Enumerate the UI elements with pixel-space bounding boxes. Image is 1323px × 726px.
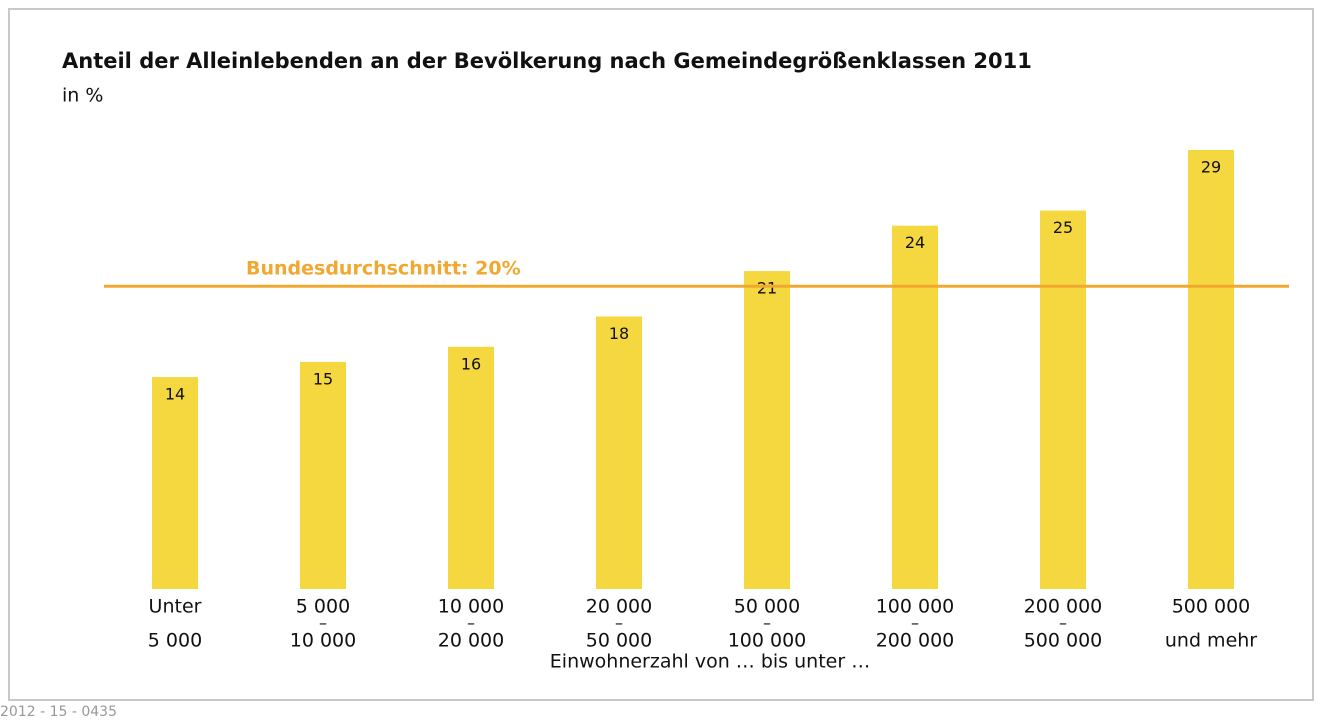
x-tick-label: 100 000 <box>728 630 807 652</box>
frame <box>8 8 1314 701</box>
value-label: 16 <box>461 354 481 373</box>
x-tick-label: Unter <box>149 596 202 618</box>
x-tick-label: 500 000 <box>1024 630 1103 652</box>
bar <box>1040 210 1086 589</box>
bar <box>448 346 494 589</box>
x-tick-label: 5 000 <box>148 630 202 652</box>
x-tick-label: 10 000 <box>438 596 504 618</box>
x-tick-label: 5 000 <box>296 596 350 618</box>
value-label: 25 <box>1053 218 1073 237</box>
x-tick-dash: – <box>615 614 623 633</box>
x-tick-dash: – <box>911 614 919 633</box>
chart-title: Anteil der Alleinlebenden an der Bevölke… <box>62 49 1032 73</box>
value-label: 24 <box>905 233 925 252</box>
value-label: 21 <box>757 279 777 298</box>
value-label: 29 <box>1201 158 1221 177</box>
x-tick-label: 200 000 <box>1024 596 1103 618</box>
x-tick-label: 50 000 <box>734 596 800 618</box>
value-label: 18 <box>609 324 629 343</box>
x-tick-label: 10 000 <box>290 630 356 652</box>
x-tick-label: 20 000 <box>586 596 652 618</box>
x-tick-label: 500 000 <box>1172 596 1251 618</box>
reference-label: Bundesdurchschnitt: 20% <box>246 258 521 280</box>
value-label: 15 <box>313 369 333 388</box>
bar <box>596 316 642 589</box>
x-tick-label: 50 000 <box>586 630 652 652</box>
bar <box>744 271 790 589</box>
x-axis-label: Einwohnerzahl von … bis unter … <box>550 651 870 673</box>
x-tick-dash: – <box>467 614 475 633</box>
x-tick-label: 200 000 <box>876 630 955 652</box>
x-tick-dash: – <box>319 614 327 633</box>
x-tick-dash: – <box>763 614 771 633</box>
value-label: 14 <box>165 385 185 404</box>
bar <box>1188 150 1234 589</box>
bar <box>892 225 938 590</box>
source-code: 2012 - 15 - 0435 <box>0 704 117 720</box>
x-tick-label: 100 000 <box>876 596 955 618</box>
bar <box>152 377 198 589</box>
chart-subtitle: in % <box>62 85 103 107</box>
bar <box>300 361 346 589</box>
x-tick-dash: – <box>1059 614 1067 633</box>
x-tick-label: 20 000 <box>438 630 504 652</box>
x-tick-label: und mehr <box>1165 630 1257 652</box>
